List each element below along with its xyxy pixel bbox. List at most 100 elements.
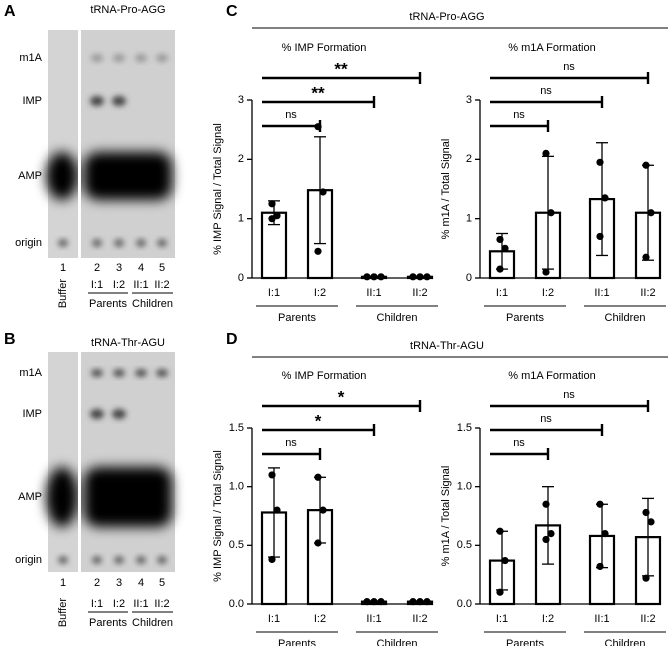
- origin-spot: [114, 239, 124, 247]
- significance-label: ns: [563, 61, 575, 73]
- data-point: [268, 555, 276, 564]
- m1a-spot: [135, 54, 147, 62]
- significance-label: **: [311, 83, 325, 102]
- origin-spot: [58, 239, 68, 247]
- data-point: [542, 500, 550, 508]
- error-bar: [542, 486, 554, 565]
- significance-label: ns: [513, 109, 525, 121]
- panel-letter: B: [4, 331, 16, 348]
- data-point: [409, 273, 417, 281]
- origin-spot: [58, 556, 68, 564]
- data-point: [542, 149, 550, 157]
- group-label: Children: [132, 298, 173, 310]
- gel-lanes: [81, 30, 175, 258]
- data-point: [496, 527, 504, 535]
- lane-number: 1: [60, 262, 66, 274]
- origin-spot: [157, 556, 167, 564]
- sample-label: II:2: [154, 598, 169, 610]
- data-point: [363, 273, 371, 281]
- y-tick-label: 2: [238, 153, 244, 165]
- x-tick-label: I:1: [496, 613, 508, 625]
- chart-title: % m1A Formation: [508, 42, 595, 54]
- data-point: [496, 588, 504, 596]
- lane-number: 5: [159, 262, 165, 274]
- significance-label: **: [334, 59, 348, 78]
- y-tick-label: 0: [466, 272, 472, 284]
- panel-title: tRNA-Pro-AGG: [409, 11, 484, 23]
- data-point: [416, 273, 424, 281]
- data-point: [268, 471, 276, 479]
- y-tick-label: 1: [466, 213, 472, 225]
- m1a-spot: [113, 54, 125, 62]
- x-tick-label: II:2: [640, 613, 655, 625]
- sample-label: II:1: [133, 279, 148, 291]
- data-point: [319, 188, 327, 196]
- gel-lanes: [81, 352, 175, 572]
- data-point: [596, 158, 604, 166]
- data-point: [268, 200, 276, 208]
- data-point: [496, 235, 504, 244]
- significance-label: *: [315, 411, 322, 430]
- gel-row-label: AMP: [18, 170, 42, 182]
- x-tick-label: I:1: [496, 287, 508, 299]
- y-axis-label: % IMP Signal / Total Signal: [212, 450, 224, 582]
- data-point: [409, 598, 417, 606]
- data-point: [647, 518, 655, 526]
- y-axis-label: % IMP Signal / Total Signal: [212, 123, 224, 255]
- data-point: [377, 273, 385, 281]
- data-point: [268, 215, 276, 223]
- gel-title: tRNA-Pro-AGG: [90, 4, 165, 16]
- lane-number: 3: [116, 262, 122, 274]
- data-point: [423, 273, 431, 281]
- x-tick-label: II:2: [640, 287, 655, 299]
- data-point: [596, 562, 604, 571]
- y-tick-label: 0.5: [229, 539, 244, 551]
- sample-label: Buffer: [57, 279, 69, 308]
- x-tick-label: I:2: [314, 287, 326, 299]
- significance-label: ns: [540, 413, 552, 425]
- lane-number: 2: [94, 262, 100, 274]
- data-point: [377, 598, 385, 606]
- lane-number: 4: [138, 577, 144, 589]
- gel-row-label: IMP: [22, 95, 42, 107]
- gel-title: tRNA-Thr-AGU: [91, 337, 165, 349]
- m1a-spot: [156, 369, 168, 377]
- data-point: [370, 273, 378, 281]
- origin-spot: [114, 556, 124, 564]
- gel-row-label: origin: [15, 554, 42, 566]
- y-tick-label: 1: [238, 213, 244, 225]
- data-point: [501, 556, 509, 565]
- y-tick-label: 0.5: [457, 539, 472, 551]
- group-label: Children: [377, 638, 418, 646]
- group-label: Parents: [506, 638, 544, 646]
- significance-label: ns: [285, 109, 297, 121]
- m1a-spot: [91, 369, 103, 377]
- chart-title: % IMP Formation: [282, 370, 367, 382]
- m1a-spot: [113, 369, 125, 377]
- x-tick-label: I:1: [268, 613, 280, 625]
- m1a-spot: [135, 369, 147, 377]
- chart-title: % m1A Formation: [508, 370, 595, 382]
- sample-label: I:2: [113, 598, 125, 610]
- y-axis-label: % m1A / Total Signal: [440, 466, 452, 567]
- gel-row-label: AMP: [18, 491, 42, 503]
- y-tick-label: 2: [466, 153, 472, 165]
- panel-letter: D: [226, 331, 238, 348]
- data-point: [542, 268, 550, 276]
- origin-spot: [136, 239, 146, 247]
- x-tick-label: I:2: [542, 287, 554, 299]
- panel-title: tRNA-Thr-AGU: [410, 340, 484, 352]
- imp-spot: [90, 409, 104, 419]
- x-tick-label: II:1: [594, 613, 609, 625]
- panel-letter: C: [226, 3, 238, 20]
- significance-label: ns: [563, 389, 575, 401]
- sample-label: I:1: [91, 598, 103, 610]
- group-label: Children: [605, 638, 646, 646]
- data-point: [314, 473, 322, 481]
- gel-lane-1: [48, 352, 78, 572]
- data-point: [642, 253, 650, 261]
- data-point: [596, 232, 604, 241]
- data-point: [642, 161, 650, 169]
- group-label: Parents: [278, 638, 316, 646]
